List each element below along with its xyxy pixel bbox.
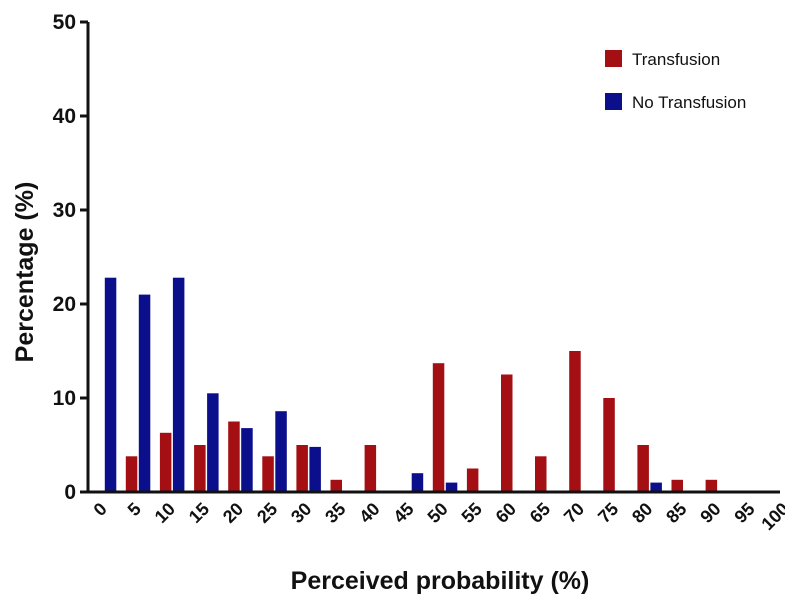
x-tick-label-90: 90 xyxy=(696,499,724,527)
x-tick-label-75: 75 xyxy=(594,499,622,527)
legend-label-transfusion: Transfusion xyxy=(632,50,720,69)
x-tick-label-80: 80 xyxy=(628,499,656,527)
x-tick-label-85: 85 xyxy=(662,499,690,527)
bar-transfusion-90 xyxy=(705,479,718,492)
y-tick-label-20: 20 xyxy=(53,293,76,316)
x-tick-label-50: 50 xyxy=(424,499,452,527)
y-axis-title: Percentage (%) xyxy=(11,182,39,363)
bar-transfusion-20 xyxy=(228,421,240,492)
bar-no-transfusion-45 xyxy=(411,473,424,492)
x-tick-label-45: 45 xyxy=(389,499,417,527)
bar-transfusion-65 xyxy=(535,456,547,492)
bar-transfusion-35 xyxy=(330,479,342,492)
bar-no-transfusion-25 xyxy=(275,411,287,492)
bar-transfusion-85 xyxy=(671,479,683,492)
bar-transfusion-25 xyxy=(262,456,274,492)
bar-no-transfusion-50 xyxy=(445,482,458,492)
y-tick-label-30: 30 xyxy=(53,199,76,222)
y-ticks-group: 0 10 20 30 40 50 xyxy=(53,11,88,504)
x-tick-label-95: 95 xyxy=(730,499,758,527)
bar-transfusion-40 xyxy=(364,445,377,492)
bar-no-transfusion-15 xyxy=(207,393,219,492)
x-tick-label-20: 20 xyxy=(219,499,247,527)
bar-transfusion-50 xyxy=(432,363,445,492)
bar-no-transfusion-80 xyxy=(650,482,662,492)
bar-transfusion-5 xyxy=(125,456,138,492)
y-tick-label-0: 0 xyxy=(64,481,76,504)
x-tick-label-60: 60 xyxy=(492,499,520,527)
bar-transfusion-70 xyxy=(569,351,581,492)
bar-no-transfusion-30 xyxy=(309,446,321,492)
x-tick-label-40: 40 xyxy=(355,499,383,527)
legend-label-no-transfusion: No Transfusion xyxy=(632,93,746,112)
bars-group xyxy=(104,277,718,492)
x-tick-label-100: 100 xyxy=(757,499,785,534)
x-tick-label-25: 25 xyxy=(253,499,281,527)
bar-transfusion-30 xyxy=(296,445,308,492)
y-tick-label-40: 40 xyxy=(53,105,76,128)
x-tick-label-30: 30 xyxy=(287,499,315,527)
bar-transfusion-15 xyxy=(194,445,206,492)
x-tick-label-35: 35 xyxy=(321,499,349,527)
bar-transfusion-80 xyxy=(637,445,649,492)
x-axis-title: Perceived probability (%) xyxy=(291,567,590,594)
axes-group xyxy=(86,22,780,494)
bar-transfusion-55 xyxy=(466,468,479,492)
x-tick-label-70: 70 xyxy=(560,499,588,527)
x-tick-label-0: 0 xyxy=(90,499,111,520)
x-ticks-group: 0 5 10 15 20 25 30 35 40 45 50 55 60 65 70 75 80 85 90 9510… xyxy=(90,499,785,534)
x-tick-label-65: 65 xyxy=(526,499,554,527)
legend-swatch-transfusion xyxy=(605,50,622,67)
bar-transfusion-10 xyxy=(159,432,172,492)
bar-no-transfusion-10 xyxy=(172,277,185,492)
bar-transfusion-75 xyxy=(603,398,615,492)
y-tick-label-10: 10 xyxy=(53,387,76,410)
legend: Transfusion No Transfusion xyxy=(605,50,746,112)
y-tick-label-50: 50 xyxy=(53,11,76,34)
x-tick-label-5: 5 xyxy=(124,499,145,520)
x-tick-label-55: 55 xyxy=(458,499,486,527)
x-tick-label-15: 15 xyxy=(185,499,213,527)
bar-no-transfusion-0 xyxy=(104,277,117,492)
legend-swatch-no-transfusion xyxy=(605,93,622,110)
bar-no-transfusion-20 xyxy=(241,428,253,492)
x-tick-label-10: 10 xyxy=(151,499,179,527)
bar-transfusion-60 xyxy=(501,374,513,492)
bar-no-transfusion-5 xyxy=(138,294,151,492)
